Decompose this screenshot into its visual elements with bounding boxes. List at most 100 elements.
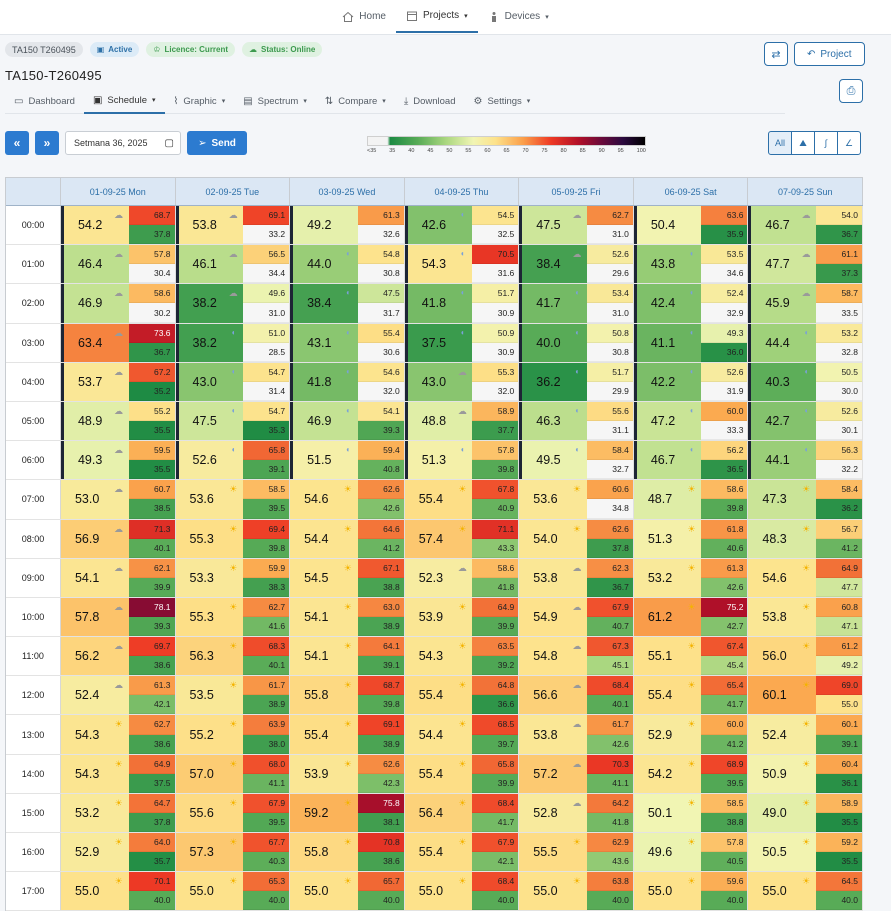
next-week-button[interactable]: » <box>35 131 59 155</box>
schedule-cell[interactable]: 42.4 ◖ 52.4 32.9 <box>633 284 749 323</box>
view-angle-button[interactable]: ∠ <box>837 131 861 155</box>
schedule-cell[interactable]: 54.8 ☁ 67.3 45.1 <box>519 637 634 676</box>
tab-spectrum[interactable]: ▤ Spectrum ▾ <box>234 88 316 114</box>
prev-week-button[interactable]: « <box>5 131 29 155</box>
schedule-cell[interactable]: 49.2 61.3 32.6 <box>290 206 405 245</box>
schedule-cell[interactable]: 55.4 ☀ 65.4 41.7 <box>633 676 749 715</box>
schedule-cell[interactable]: 57.8 ☁ 78.1 39.3 <box>60 597 176 637</box>
schedule-cell[interactable]: 38.4 ☁ 52.6 29.6 <box>519 245 634 284</box>
schedule-cell[interactable]: 43.8 ◖ 53.5 34.6 <box>633 245 749 284</box>
project-button[interactable]: ↶ Project <box>794 42 865 66</box>
schedule-cell[interactable]: 53.8 ☁ 69.1 33.2 <box>175 206 291 245</box>
schedule-cell[interactable]: 56.0 ☀ 61.2 49.2 <box>748 637 863 676</box>
schedule-cell[interactable]: 41.7 ◖ 53.4 31.0 <box>519 284 634 323</box>
schedule-cell[interactable]: 52.4 ☁ 61.3 42.1 <box>60 676 176 715</box>
schedule-cell[interactable]: 41.1 ◖ 49.3 36.0 <box>633 323 749 362</box>
schedule-cell[interactable]: 50.4 63.6 35.9 <box>633 206 749 245</box>
nav-projects[interactable]: Projects ▾ <box>395 0 478 33</box>
schedule-cell[interactable]: 40.3 ◖ 50.5 30.0 <box>748 362 863 401</box>
schedule-cell[interactable]: 42.6 ◖ 54.5 32.5 <box>404 206 520 245</box>
schedule-cell[interactable]: 57.4 ☀ 71.1 43.3 <box>404 519 520 558</box>
schedule-cell[interactable]: 38.2 ☁ 49.6 31.0 <box>175 284 291 323</box>
schedule-cell[interactable]: 55.1 ☀ 67.4 45.4 <box>633 637 749 676</box>
schedule-cell[interactable]: 54.4 ☀ 64.6 41.2 <box>290 519 405 558</box>
schedule-cell[interactable]: 53.3 ☀ 59.9 38.3 <box>175 558 291 597</box>
tab-settings[interactable]: ⚙ Settings ▾ <box>464 88 539 114</box>
schedule-cell[interactable]: 52.9 ☀ 60.0 41.2 <box>633 715 749 754</box>
schedule-cell[interactable]: 36.2 ◖ 51.7 29.9 <box>519 362 634 401</box>
schedule-cell[interactable]: 54.9 ☁ 67.9 40.7 <box>519 597 634 637</box>
schedule-cell[interactable]: 51.5 ◖ 59.4 40.8 <box>290 441 405 480</box>
schedule-cell[interactable]: 44.4 ◖ 53.2 32.8 <box>748 323 863 362</box>
schedule-cell[interactable]: 55.3 ☀ 69.4 39.8 <box>175 519 291 558</box>
schedule-cell[interactable]: 47.7 ☁ 61.1 37.3 <box>748 245 863 284</box>
schedule-cell[interactable]: 54.4 ☀ 68.5 39.7 <box>404 715 520 754</box>
schedule-cell[interactable]: 52.8 ☁ 64.2 41.8 <box>519 793 634 832</box>
schedule-cell[interactable]: 54.1 ☁ 62.1 39.9 <box>60 558 176 597</box>
schedule-cell[interactable]: 54.1 ☀ 64.1 39.1 <box>290 637 405 676</box>
schedule-cell[interactable]: 54.3 ◖ 70.5 31.6 <box>404 245 520 284</box>
schedule-cell[interactable]: 46.1 ☁ 56.5 34.4 <box>175 245 291 284</box>
schedule-cell[interactable]: 55.4 ☀ 64.8 36.6 <box>404 676 520 715</box>
send-button[interactable]: ➢ Send <box>187 131 247 155</box>
print-button[interactable]: ⎙ <box>839 79 863 103</box>
schedule-cell[interactable]: 55.4 ☀ 67.9 42.1 <box>404 833 520 872</box>
schedule-cell[interactable]: 46.4 ☁ 57.8 30.4 <box>60 245 176 284</box>
schedule-cell[interactable]: 55.0 ☀ 68.4 40.0 <box>404 872 520 911</box>
schedule-cell[interactable]: 40.0 ◖ 50.8 30.8 <box>519 323 634 362</box>
schedule-cell[interactable]: 44.1 ◖ 56.3 32.2 <box>748 441 863 480</box>
schedule-cell[interactable]: 44.0 ◖ 54.8 30.8 <box>290 245 405 284</box>
schedule-cell[interactable]: 55.0 ☀ 64.5 40.0 <box>748 872 863 911</box>
schedule-cell[interactable]: 57.2 ☁ 70.3 41.1 <box>519 754 634 793</box>
tab-compare[interactable]: ⇅ Compare ▾ <box>316 88 395 114</box>
schedule-cell[interactable]: 48.3 ☀ 56.7 41.2 <box>748 519 863 558</box>
schedule-cell[interactable]: 41.8 ◖ 54.6 32.0 <box>290 362 405 401</box>
schedule-cell[interactable]: 55.5 ☀ 62.9 43.6 <box>519 833 634 872</box>
schedule-cell[interactable]: 53.2 ☀ 64.7 37.8 <box>60 793 176 832</box>
schedule-cell[interactable]: 52.6 ◖ 65.8 39.1 <box>175 441 291 480</box>
schedule-cell[interactable]: 60.1 ☀ 69.0 55.0 <box>748 676 863 715</box>
schedule-cell[interactable]: 42.7 ◖ 52.6 30.1 <box>748 401 863 441</box>
schedule-cell[interactable]: 50.1 ☀ 58.5 38.8 <box>633 793 749 832</box>
schedule-cell[interactable]: 55.3 ☀ 62.7 41.6 <box>175 597 291 637</box>
schedule-cell[interactable]: 53.6 ☀ 60.6 34.8 <box>519 480 634 519</box>
schedule-cell[interactable]: 52.3 ☁ 58.6 41.8 <box>404 558 520 597</box>
schedule-cell[interactable]: 53.0 ☁ 60.7 38.5 <box>60 480 176 519</box>
schedule-cell[interactable]: 55.8 ☀ 68.7 39.8 <box>290 676 405 715</box>
schedule-cell[interactable]: 49.6 ☀ 57.8 40.5 <box>633 833 749 872</box>
schedule-cell[interactable]: 49.0 ☀ 58.9 35.5 <box>748 793 863 832</box>
tab-dashboard[interactable]: ▭ Dashboard <box>5 88 84 114</box>
schedule-cell[interactable]: 55.4 ☀ 67.8 40.9 <box>404 480 520 519</box>
tab-graphic[interactable]: ⌇ Graphic ▾ <box>165 88 235 114</box>
schedule-cell[interactable]: 43.1 ◖ 55.4 30.6 <box>290 323 405 362</box>
schedule-cell[interactable]: 48.7 ☀ 58.6 39.8 <box>633 480 749 519</box>
schedule-cell[interactable]: 55.2 ☀ 63.9 38.0 <box>175 715 291 754</box>
schedule-cell[interactable]: 53.8 ☁ 61.7 42.6 <box>519 715 634 754</box>
tab-schedule[interactable]: ▣ Schedule ▾ <box>83 88 165 114</box>
schedule-cell[interactable]: 55.0 ☀ 63.8 40.0 <box>519 872 634 911</box>
schedule-cell[interactable]: 55.8 ☀ 70.8 38.6 <box>290 833 405 872</box>
schedule-cell[interactable]: 46.3 ◖ 55.6 31.1 <box>519 401 634 441</box>
schedule-cell[interactable]: 55.6 ☀ 67.9 39.5 <box>175 793 291 832</box>
schedule-cell[interactable]: 55.0 ☀ 65.3 40.0 <box>175 872 291 911</box>
schedule-cell[interactable]: 47.3 ☀ 58.4 36.2 <box>748 480 863 519</box>
schedule-cell[interactable]: 54.0 ☀ 62.6 37.8 <box>519 519 634 558</box>
schedule-cell[interactable]: 54.6 ☀ 62.6 42.6 <box>290 480 405 519</box>
schedule-cell[interactable]: 54.3 ☀ 62.7 38.6 <box>60 715 176 754</box>
schedule-cell[interactable]: 47.2 ◖ 60.0 33.3 <box>633 401 749 441</box>
swap-button[interactable]: ⇄ <box>764 42 788 66</box>
nav-devices[interactable]: Devices ▾ <box>478 0 559 33</box>
schedule-cell[interactable]: 47.5 ☁ 62.7 31.0 <box>519 206 634 245</box>
schedule-cell[interactable]: 53.9 ☀ 64.9 39.9 <box>404 597 520 637</box>
view-curve-button[interactable]: ∫ <box>814 131 838 155</box>
schedule-cell[interactable]: 54.3 ☀ 63.5 39.2 <box>404 637 520 676</box>
schedule-cell[interactable]: 43.0 ◖ 54.7 31.4 <box>175 362 291 401</box>
schedule-cell[interactable]: 41.8 ◖ 51.7 30.9 <box>404 284 520 323</box>
schedule-cell[interactable]: 51.3 ☀ 61.8 40.6 <box>633 519 749 558</box>
schedule-cell[interactable]: 56.9 ☁ 71.3 40.1 <box>60 519 176 558</box>
schedule-cell[interactable]: 53.9 ☀ 62.6 42.3 <box>290 754 405 793</box>
schedule-cell[interactable]: 53.6 ☀ 58.5 39.5 <box>175 480 291 519</box>
schedule-cell[interactable]: 59.2 ☀ 75.8 38.1 <box>290 793 405 832</box>
schedule-cell[interactable]: 53.2 ☀ 61.3 42.6 <box>633 558 749 597</box>
schedule-cell[interactable]: 46.7 ☁ 54.0 36.7 <box>748 206 863 245</box>
